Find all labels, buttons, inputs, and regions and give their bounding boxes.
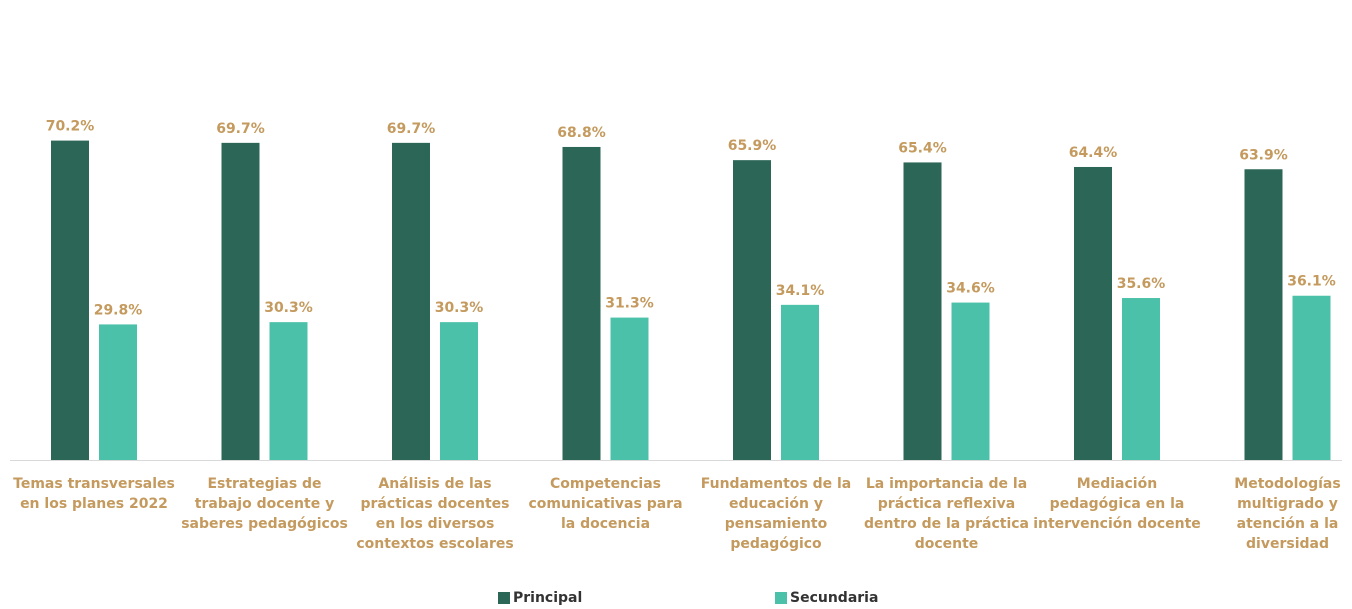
bar-principal-5 [733, 160, 771, 460]
category-label-2: Estrategias de trabajo docente y saberes… [181, 476, 348, 532]
data-label-secundaria-1: 29.8% [94, 302, 143, 318]
bar-principal-6 [903, 162, 942, 460]
bar-principal-8 [1244, 169, 1283, 460]
data-label-principal-4: 68.8% [557, 125, 606, 141]
bar-secundaria-5 [781, 304, 819, 460]
bar-principal-1 [51, 140, 89, 460]
data-label-secundaria-7: 35.6% [1117, 276, 1166, 292]
data-label-principal-1: 70.2% [46, 119, 95, 135]
data-label-principal-3: 69.7% [387, 121, 436, 137]
category-label-6: La importancia de la práctica reflexiva … [864, 476, 1029, 552]
data-label-secundaria-8: 36.1% [1287, 274, 1336, 290]
bar-secundaria-4 [610, 317, 649, 460]
bar-secundaria-2 [269, 322, 308, 460]
bar-secundaria-1 [99, 324, 137, 460]
legend-swatch-principal [498, 592, 510, 604]
data-label-principal-8: 63.9% [1239, 147, 1288, 163]
data-label-secundaria-4: 31.3% [605, 296, 654, 312]
category-label-5: Fundamentos de la educación y pensamient… [700, 476, 852, 552]
bar-secundaria-7 [1122, 298, 1160, 460]
data-label-principal-2: 69.7% [216, 121, 265, 137]
bar-principal-4 [562, 146, 601, 460]
legend-label-principal: Principal [513, 590, 583, 606]
bar-secundaria-8 [1292, 295, 1331, 460]
data-label-principal-5: 65.9% [728, 138, 777, 154]
legend-item-principal: Principal [498, 590, 582, 606]
data-label-secundaria-6: 34.6% [946, 281, 995, 297]
legend-swatch-secundaria [775, 592, 787, 604]
bar-principal-3 [392, 142, 430, 461]
category-label-7: Mediación pedagógica en la intervención … [1033, 476, 1201, 532]
data-label-secundaria-5: 34.1% [776, 283, 825, 299]
data-label-secundaria-2: 30.3% [264, 300, 313, 316]
value-labels-group: 70.2% 29.8% 69.7% 30.3% 69.7% 30.3% 68.8% 31.3%… [46, 119, 1336, 319]
category-label-1: Temas transversales en los planes 2022 [13, 476, 175, 512]
bar-secundaria-3 [440, 322, 478, 460]
category-label-4: Competencias comunicativas para la docen… [528, 476, 683, 532]
bars-group [51, 140, 1331, 461]
legend-item-secundaria: Secundaria [775, 590, 878, 606]
data-label-principal-7: 64.4% [1069, 145, 1118, 161]
data-label-principal-6: 65.4% [898, 140, 947, 156]
data-label-secundaria-3: 30.3% [435, 300, 484, 316]
category-label-3: Análisis de las prácticas docentes en lo… [356, 476, 514, 552]
bar-secundaria-6 [951, 302, 990, 460]
bar-principal-2 [221, 142, 260, 461]
bar-principal-7 [1074, 166, 1112, 461]
legend-label-secundaria: Secundaria [790, 590, 879, 606]
category-label-8: Metodologías multigrado y atención a la … [1234, 476, 1341, 552]
